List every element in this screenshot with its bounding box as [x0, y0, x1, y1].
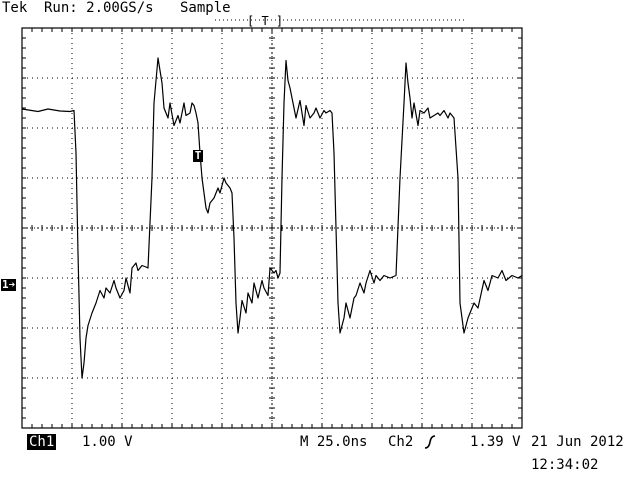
ch1-badge[interactable]: Ch1	[27, 434, 57, 450]
ch1-scale: 1.00 V	[82, 434, 133, 450]
date-readout: 21 Jun 2012	[531, 434, 624, 450]
ch1-trace	[21, 57, 523, 379]
ch1-ground-marker[interactable]: 1➔	[1, 278, 17, 291]
run-status: Run: 2.00GS/s	[44, 0, 154, 16]
trigger-level-marker[interactable]: T	[193, 149, 203, 162]
trigger-level: 1.39 V	[470, 434, 521, 450]
timebase-readout: M 25.0ns	[300, 434, 368, 450]
rising-edge-icon	[424, 435, 436, 449]
time-readout: 12:34:02	[531, 457, 599, 473]
brand-label: Tek	[2, 0, 28, 16]
graticule	[21, 27, 523, 429]
trigger-position-label: [ T ]	[247, 14, 284, 28]
series-line-1	[21, 57, 523, 379]
acquisition-mode: Sample	[180, 0, 231, 16]
trigger-source: Ch2	[388, 434, 414, 450]
